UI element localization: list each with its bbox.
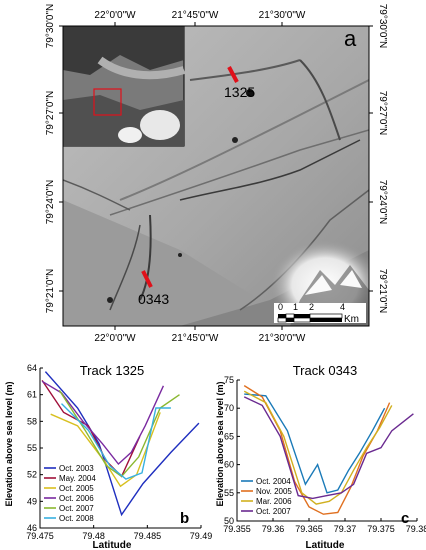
chart-b-plot-area: 79.475 79.48 79.485 79.49 46 49 52 55 58 61 64 Oct.… [26, 363, 212, 541]
chart-b-ytick-label: 64 [27, 363, 37, 373]
left-lat-tick-0: 79°30'0"N [45, 4, 56, 49]
left-lat-tick-2: 79°24'0"N [45, 180, 56, 225]
chart-b-xtick-label: 79.485 [134, 531, 162, 541]
track-1325-label: 1325 [224, 84, 255, 100]
chart-c-xtick-label: 79.37 [334, 524, 357, 534]
chart-c-xtick-label: 79.38 [406, 524, 426, 534]
right-lat-tick-0: 79°30'0"N [377, 4, 388, 49]
chart-c-xtick-label: 79.36 [262, 524, 285, 534]
chart-b-xtick-label: 79.49 [190, 531, 213, 541]
chart-b-xlabel: Latitude [93, 540, 132, 550]
chart-b-ytick-label: 55 [27, 443, 37, 453]
right-lat-tick-3: 79°21'0"N [377, 269, 388, 314]
chart-c-ytick-label: 65 [224, 431, 234, 441]
track-0343-mark [141, 270, 153, 288]
chart-c-series-line-2 [243, 390, 393, 505]
chart-c-series-line-0 [244, 393, 386, 494]
chart-b-legend-label-5: Oct. 2008 [59, 514, 94, 523]
top-lon-tick-2: 21°30'0"W [259, 10, 306, 21]
top-lon-tick-0: 22°0'0"W [94, 10, 136, 21]
chart-c-series-line-3 [243, 396, 414, 500]
inset-location-box [93, 88, 122, 116]
chart-b-xtick-label: 79.48 [82, 531, 105, 541]
chart-b-series-line-2 [50, 412, 161, 488]
track-0343-label: 0343 [138, 291, 169, 307]
chart-c-legend-label-3: Oct. 2007 [256, 507, 291, 516]
left-lat-tick-1: 79°27'0"N [45, 91, 56, 136]
bottom-lon-tick-1: 21°45'0"W [172, 333, 219, 344]
left-lat-tick-3: 79°21'0"N [45, 269, 56, 314]
chart-c-ytick-label: 60 [224, 460, 234, 470]
inset-overview-map [62, 25, 186, 147]
chart-c-xtick-label: 79.375 [367, 524, 395, 534]
chart-b-ytick-label: 58 [27, 416, 37, 426]
chart-c-legend-label-0: Oct. 2004 [256, 477, 291, 486]
right-lat-tick-2: 79°24'0"N [377, 180, 388, 225]
chart-c-ytick-label: 55 [224, 488, 234, 498]
scale-tick-2: 2 [309, 302, 314, 312]
bottom-lon-tick-0: 22°0'0"W [94, 333, 136, 344]
track-1325-mark [227, 66, 239, 83]
chart-b-series-line-3 [41, 380, 165, 466]
chart-track-0343: Track 0343 Elevation above sea level (m)… [215, 363, 426, 550]
chart-c-legend-label-2: Mar. 2006 [256, 497, 292, 506]
chart-b-legend-label-0: Oct. 2003 [59, 464, 94, 473]
top-lon-tick-1: 21°45'0"W [172, 10, 219, 21]
chart-b-ytick-label: 49 [27, 496, 37, 506]
right-lat-tick-1: 79°27'0"N [377, 91, 388, 136]
chart-b-legend-label-4: Oct. 2007 [59, 504, 94, 513]
chart-b-ytick-label: 52 [27, 470, 37, 480]
chart-b-panel-label: b [180, 510, 189, 527]
satellite-map-panel: 1325 0343 a 0 1 2 4 Km [45, 4, 388, 344]
chart-b-ytick-label: 46 [27, 523, 37, 533]
chart-b-series-line-5 [61, 403, 171, 480]
chart-c-ylabel: Elevation above sea level (m) [215, 381, 225, 506]
chart-c-xtick-label: 79.365 [295, 524, 323, 534]
chart-c-ytick-label: 75 [224, 375, 234, 385]
scale-bar: 0 1 2 4 Km [274, 302, 366, 325]
chart-b-legend-label-1: May. 2004 [59, 474, 96, 483]
map-frame [62, 25, 370, 327]
chart-c-ytick-label: 70 [224, 403, 234, 413]
chart-b-ytick-label: 61 [27, 390, 37, 400]
bottom-lon-tick-2: 21°30'0"W [259, 333, 306, 344]
chart-c-xlabel: Latitude [306, 540, 345, 550]
frame-ticks [59, 22, 373, 330]
scale-tick-4: 4 [340, 302, 345, 312]
chart-b-title: Track 1325 [80, 363, 145, 378]
chart-c-plot-area: 79.355 79.36 79.365 79.37 79.375 79.38 50 55 60 6… [223, 375, 426, 534]
chart-b-series-line-0 [44, 371, 200, 517]
panel-label-a: a [344, 26, 357, 51]
chart-b-legend-label-2: Oct. 2005 [59, 484, 94, 493]
chart-c-title: Track 0343 [293, 363, 358, 378]
chart-c-ytick-label: 50 [224, 516, 234, 526]
chart-b-series-line-1 [41, 380, 141, 478]
scale-tick-1: 1 [293, 302, 298, 312]
chart-c-panel-label: c [401, 510, 409, 527]
chart-b-ylabel: Elevation above sea level (m) [4, 381, 14, 506]
scale-tick-0: 0 [278, 302, 283, 312]
chart-track-1325: Track 1325 Elevation above sea level (m)… [4, 363, 212, 550]
chart-c-legend-label-1: Nov. 2005 [256, 487, 292, 496]
chart-c-xtick-label: 79.355 [223, 524, 251, 534]
chart-b-xtick-label: 79.475 [26, 531, 54, 541]
scale-unit: Km [344, 314, 359, 325]
chart-b-legend-label-3: Oct. 2006 [59, 494, 94, 503]
